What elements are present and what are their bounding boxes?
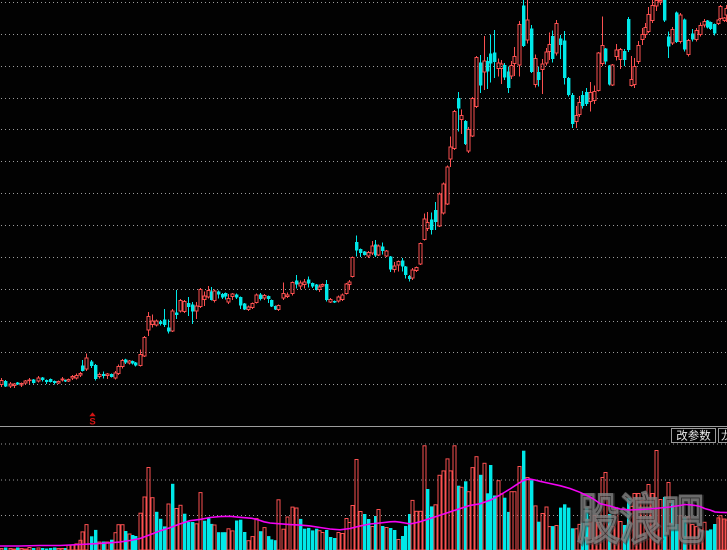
svg-text:改参数: 改参数 — [676, 429, 711, 443]
svg-text:股浪吧: 股浪吧 — [577, 490, 704, 550]
svg-text:龙: 龙 — [721, 430, 727, 443]
svg-text:S: S — [89, 417, 95, 428]
svg-text:股浪吧: 股浪吧 — [578, 491, 705, 550]
